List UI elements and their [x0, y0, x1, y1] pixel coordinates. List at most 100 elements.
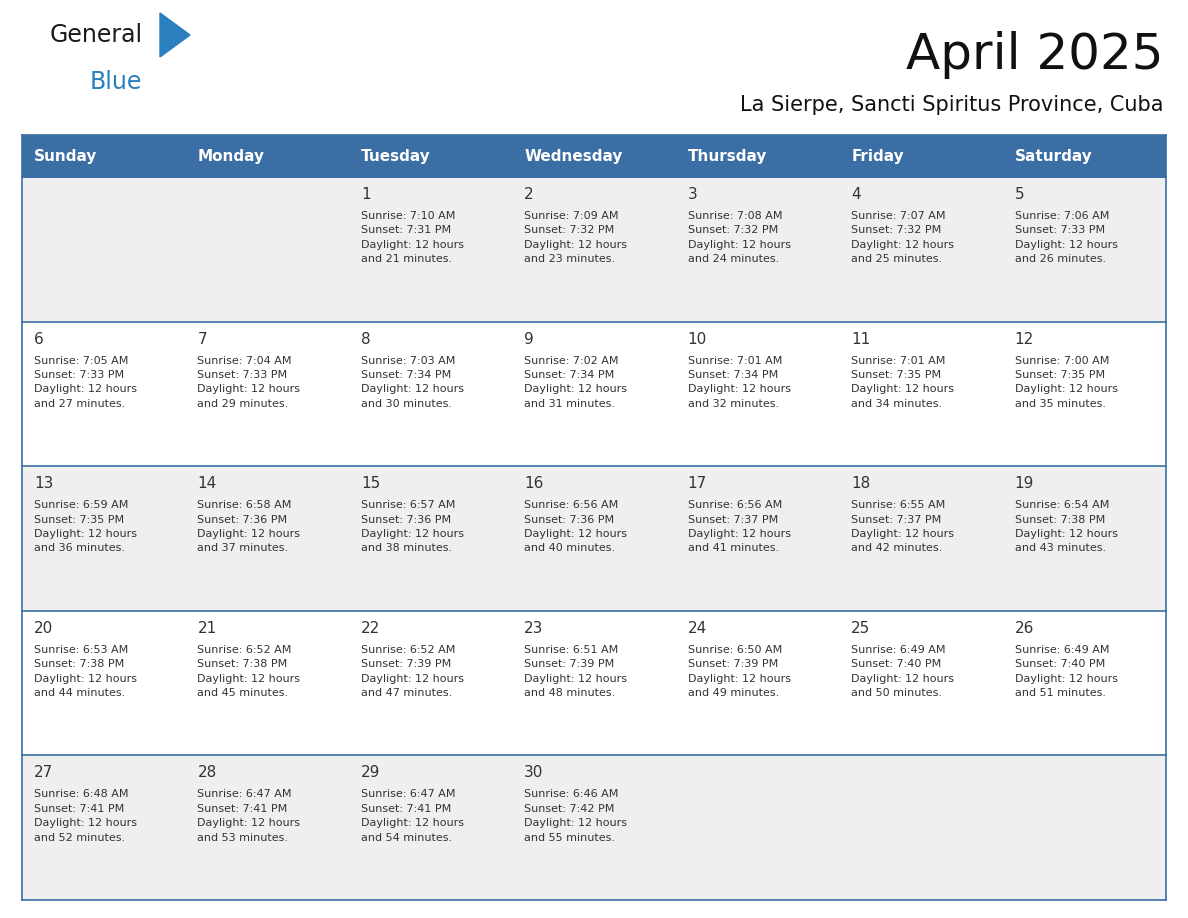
Polygon shape — [160, 13, 190, 57]
Bar — [185, 321, 349, 466]
Text: 23: 23 — [524, 621, 544, 636]
Bar — [185, 466, 349, 610]
Text: April 2025: April 2025 — [905, 31, 1163, 79]
Bar — [676, 756, 839, 900]
Text: Saturday: Saturday — [1015, 149, 1092, 163]
Text: Sunrise: 6:49 AM
Sunset: 7:40 PM
Daylight: 12 hours
and 50 minutes.: Sunrise: 6:49 AM Sunset: 7:40 PM Dayligh… — [851, 644, 954, 698]
Bar — [512, 466, 676, 610]
Text: Sunrise: 7:04 AM
Sunset: 7:33 PM
Daylight: 12 hours
and 29 minutes.: Sunrise: 7:04 AM Sunset: 7:33 PM Dayligh… — [197, 355, 301, 409]
Bar — [676, 321, 839, 466]
Text: Sunrise: 6:59 AM
Sunset: 7:35 PM
Daylight: 12 hours
and 36 minutes.: Sunrise: 6:59 AM Sunset: 7:35 PM Dayligh… — [34, 500, 137, 554]
Bar — [23, 756, 185, 900]
Bar — [185, 756, 349, 900]
Text: Sunrise: 6:56 AM
Sunset: 7:36 PM
Daylight: 12 hours
and 40 minutes.: Sunrise: 6:56 AM Sunset: 7:36 PM Dayligh… — [524, 500, 627, 554]
Bar — [676, 177, 839, 321]
Text: Sunrise: 7:01 AM
Sunset: 7:35 PM
Daylight: 12 hours
and 34 minutes.: Sunrise: 7:01 AM Sunset: 7:35 PM Dayligh… — [851, 355, 954, 409]
Text: Blue: Blue — [90, 70, 143, 94]
Text: 10: 10 — [688, 331, 707, 347]
Text: Sunrise: 7:00 AM
Sunset: 7:35 PM
Daylight: 12 hours
and 35 minutes.: Sunrise: 7:00 AM Sunset: 7:35 PM Dayligh… — [1015, 355, 1118, 409]
Bar — [1003, 610, 1165, 756]
Text: 27: 27 — [34, 766, 53, 780]
Bar — [349, 321, 512, 466]
Bar — [512, 177, 676, 321]
Bar — [512, 610, 676, 756]
Bar — [1003, 177, 1165, 321]
Bar — [185, 610, 349, 756]
Bar — [23, 610, 185, 756]
Text: Sunrise: 7:03 AM
Sunset: 7:34 PM
Daylight: 12 hours
and 30 minutes.: Sunrise: 7:03 AM Sunset: 7:34 PM Dayligh… — [361, 355, 463, 409]
Text: Sunrise: 6:49 AM
Sunset: 7:40 PM
Daylight: 12 hours
and 51 minutes.: Sunrise: 6:49 AM Sunset: 7:40 PM Dayligh… — [1015, 644, 1118, 698]
Text: Wednesday: Wednesday — [524, 149, 623, 163]
Text: 8: 8 — [361, 331, 371, 347]
Text: 3: 3 — [688, 187, 697, 202]
Bar — [1003, 135, 1165, 177]
Bar — [349, 610, 512, 756]
Text: Sunrise: 6:47 AM
Sunset: 7:41 PM
Daylight: 12 hours
and 53 minutes.: Sunrise: 6:47 AM Sunset: 7:41 PM Dayligh… — [197, 789, 301, 843]
Text: 21: 21 — [197, 621, 216, 636]
Bar — [512, 135, 676, 177]
Text: 12: 12 — [1015, 331, 1034, 347]
Text: 18: 18 — [851, 476, 871, 491]
Text: 4: 4 — [851, 187, 861, 202]
Bar — [839, 756, 1003, 900]
Text: 5: 5 — [1015, 187, 1024, 202]
Bar — [839, 135, 1003, 177]
Text: 9: 9 — [524, 331, 535, 347]
Text: Sunrise: 6:55 AM
Sunset: 7:37 PM
Daylight: 12 hours
and 42 minutes.: Sunrise: 6:55 AM Sunset: 7:37 PM Dayligh… — [851, 500, 954, 554]
Text: Sunrise: 6:52 AM
Sunset: 7:38 PM
Daylight: 12 hours
and 45 minutes.: Sunrise: 6:52 AM Sunset: 7:38 PM Dayligh… — [197, 644, 301, 698]
Text: Thursday: Thursday — [688, 149, 767, 163]
Bar — [1003, 321, 1165, 466]
Text: 19: 19 — [1015, 476, 1034, 491]
Text: 2: 2 — [524, 187, 533, 202]
Bar — [23, 321, 185, 466]
Text: Sunrise: 6:57 AM
Sunset: 7:36 PM
Daylight: 12 hours
and 38 minutes.: Sunrise: 6:57 AM Sunset: 7:36 PM Dayligh… — [361, 500, 463, 554]
Text: Sunrise: 7:08 AM
Sunset: 7:32 PM
Daylight: 12 hours
and 24 minutes.: Sunrise: 7:08 AM Sunset: 7:32 PM Dayligh… — [688, 211, 791, 264]
Text: 29: 29 — [361, 766, 380, 780]
Bar — [23, 466, 185, 610]
Text: 20: 20 — [34, 621, 53, 636]
Text: 28: 28 — [197, 766, 216, 780]
Text: 24: 24 — [688, 621, 707, 636]
Bar — [839, 610, 1003, 756]
Bar — [185, 177, 349, 321]
Text: 30: 30 — [524, 766, 544, 780]
Text: 11: 11 — [851, 331, 871, 347]
Text: Sunrise: 6:47 AM
Sunset: 7:41 PM
Daylight: 12 hours
and 54 minutes.: Sunrise: 6:47 AM Sunset: 7:41 PM Dayligh… — [361, 789, 463, 843]
Text: Friday: Friday — [851, 149, 904, 163]
Text: Sunrise: 7:07 AM
Sunset: 7:32 PM
Daylight: 12 hours
and 25 minutes.: Sunrise: 7:07 AM Sunset: 7:32 PM Dayligh… — [851, 211, 954, 264]
Text: 15: 15 — [361, 476, 380, 491]
Text: Sunrise: 7:10 AM
Sunset: 7:31 PM
Daylight: 12 hours
and 21 minutes.: Sunrise: 7:10 AM Sunset: 7:31 PM Dayligh… — [361, 211, 463, 264]
Text: 22: 22 — [361, 621, 380, 636]
Bar — [512, 321, 676, 466]
Bar — [1003, 756, 1165, 900]
Text: General: General — [50, 23, 143, 47]
Bar — [839, 177, 1003, 321]
Bar — [185, 135, 349, 177]
Text: 25: 25 — [851, 621, 871, 636]
Bar — [349, 466, 512, 610]
Text: 14: 14 — [197, 476, 216, 491]
Bar — [23, 135, 185, 177]
Text: Sunrise: 7:09 AM
Sunset: 7:32 PM
Daylight: 12 hours
and 23 minutes.: Sunrise: 7:09 AM Sunset: 7:32 PM Dayligh… — [524, 211, 627, 264]
Text: Tuesday: Tuesday — [361, 149, 430, 163]
Bar — [1003, 466, 1165, 610]
Text: Sunday: Sunday — [34, 149, 97, 163]
Text: Sunrise: 6:51 AM
Sunset: 7:39 PM
Daylight: 12 hours
and 48 minutes.: Sunrise: 6:51 AM Sunset: 7:39 PM Dayligh… — [524, 644, 627, 698]
Text: Sunrise: 6:52 AM
Sunset: 7:39 PM
Daylight: 12 hours
and 47 minutes.: Sunrise: 6:52 AM Sunset: 7:39 PM Dayligh… — [361, 644, 463, 698]
Text: 16: 16 — [524, 476, 544, 491]
Bar — [839, 321, 1003, 466]
Text: 13: 13 — [34, 476, 53, 491]
Text: Sunrise: 6:56 AM
Sunset: 7:37 PM
Daylight: 12 hours
and 41 minutes.: Sunrise: 6:56 AM Sunset: 7:37 PM Dayligh… — [688, 500, 791, 554]
Text: Sunrise: 7:05 AM
Sunset: 7:33 PM
Daylight: 12 hours
and 27 minutes.: Sunrise: 7:05 AM Sunset: 7:33 PM Dayligh… — [34, 355, 137, 409]
Bar — [676, 135, 839, 177]
Bar — [512, 756, 676, 900]
Bar — [349, 756, 512, 900]
Bar — [349, 177, 512, 321]
Text: Sunrise: 6:54 AM
Sunset: 7:38 PM
Daylight: 12 hours
and 43 minutes.: Sunrise: 6:54 AM Sunset: 7:38 PM Dayligh… — [1015, 500, 1118, 554]
Text: Sunrise: 6:50 AM
Sunset: 7:39 PM
Daylight: 12 hours
and 49 minutes.: Sunrise: 6:50 AM Sunset: 7:39 PM Dayligh… — [688, 644, 791, 698]
Text: 17: 17 — [688, 476, 707, 491]
Text: 6: 6 — [34, 331, 44, 347]
Text: Sunrise: 6:48 AM
Sunset: 7:41 PM
Daylight: 12 hours
and 52 minutes.: Sunrise: 6:48 AM Sunset: 7:41 PM Dayligh… — [34, 789, 137, 843]
Bar — [676, 466, 839, 610]
Text: Sunrise: 6:58 AM
Sunset: 7:36 PM
Daylight: 12 hours
and 37 minutes.: Sunrise: 6:58 AM Sunset: 7:36 PM Dayligh… — [197, 500, 301, 554]
